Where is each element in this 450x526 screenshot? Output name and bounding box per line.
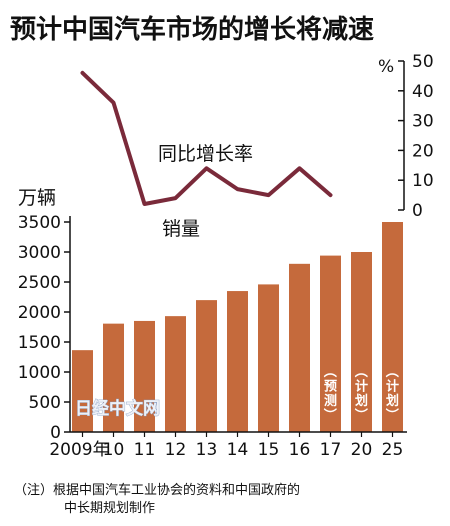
bar-series-label: 销量 <box>162 218 200 240</box>
bar-note-char: 划 <box>355 393 368 409</box>
bar-17 <box>320 255 341 432</box>
watermark: 日经中文网 <box>75 398 160 419</box>
x-tick-label-11: 11 <box>134 440 156 460</box>
left-tick-label-3500: 3500 <box>18 213 61 233</box>
bar-15 <box>258 284 279 432</box>
x-tick-label-25: 25 <box>382 440 404 460</box>
right-tick-label-0: 0 <box>412 201 423 221</box>
right-tick-label-10: 10 <box>412 171 434 191</box>
bar-note-char: ） <box>322 408 338 421</box>
left-axis: 0 500 1000 1500 2000 2500 3000 3500 <box>18 213 71 443</box>
x-tick-label-2009年: 2009年 <box>49 440 109 460</box>
bar-note-char: ） <box>353 408 369 421</box>
x-tick-label-15: 15 <box>258 440 280 460</box>
chart-title: 预计中国汽车市场的增长将减速 <box>10 14 374 45</box>
x-tick-label-12: 12 <box>165 440 187 460</box>
left-tick-label-500: 500 <box>29 393 61 413</box>
bar-11 <box>134 320 155 432</box>
growth-line-group <box>80 70 333 206</box>
left-tick-label-1000: 1000 <box>18 363 61 383</box>
right-tick-label-30: 30 <box>412 112 434 132</box>
bar-10 <box>103 323 124 432</box>
footnote-line-1: （注）根据中国汽车工业协会的资料和中国政府的 <box>14 482 300 498</box>
line-series-label: 同比增长率 <box>158 143 253 165</box>
bar-2009年 <box>72 350 93 432</box>
bar-note-char: 预 <box>324 380 337 395</box>
bar-12 <box>165 316 186 432</box>
right-axis: 0 10 20 30 40 50% <box>378 52 434 221</box>
right-tick-label-20: 20 <box>412 141 434 161</box>
bar-note-char: ） <box>384 408 400 421</box>
left-unit-label: 万辆 <box>18 187 56 209</box>
left-tick-label-2000: 2000 <box>18 303 61 323</box>
bar-25 <box>382 222 403 432</box>
bar-note-char: 计 <box>386 379 399 395</box>
bar-note-char: （ <box>384 364 400 377</box>
x-tick-label-14: 14 <box>227 440 249 460</box>
left-tick-label-1500: 1500 <box>18 333 61 353</box>
x-tick-label-16: 16 <box>289 440 311 460</box>
right-tick-label-50: 50 <box>412 52 434 72</box>
bar-note-char: （ <box>322 364 338 377</box>
bar-note-char: 测 <box>324 393 337 409</box>
right-tick-label-40: 40 <box>412 82 434 102</box>
footnote-line-2: 中长期规划制作 <box>64 501 155 516</box>
x-tick-label-13: 13 <box>196 440 218 460</box>
bar-note-char: 划 <box>386 393 399 409</box>
left-tick-label-3000: 3000 <box>18 243 61 263</box>
left-tick-label-2500: 2500 <box>18 273 61 293</box>
bar-16 <box>289 263 310 432</box>
bar-20 <box>351 252 372 432</box>
growth-line <box>80 70 333 206</box>
x-tick-label-20: 20 <box>351 440 373 460</box>
bar-notes-group: （预测）（计划）（计划） <box>322 364 400 421</box>
bars-group <box>72 222 403 432</box>
right-unit-label: % <box>378 57 394 77</box>
x-tick-label-17: 17 <box>320 440 342 460</box>
x-tick-label-10: 10 <box>103 440 125 460</box>
left-tick-label-0: 0 <box>50 423 61 443</box>
bar-note-char: （ <box>353 364 369 377</box>
bar-14 <box>227 291 248 432</box>
bar-note-char: 计 <box>355 379 368 395</box>
bar-13 <box>196 300 217 432</box>
